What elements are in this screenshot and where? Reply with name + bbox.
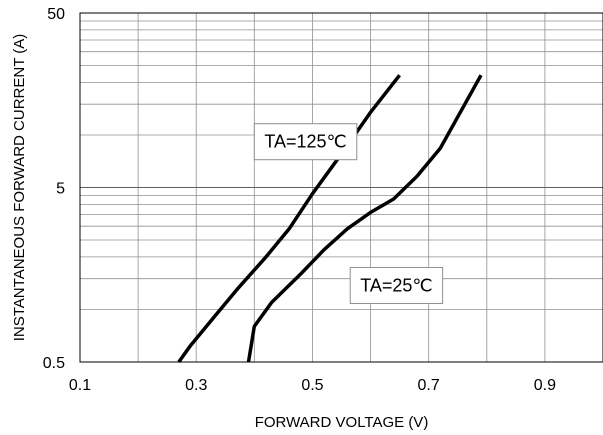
- y-tick-label: 0.5: [43, 355, 65, 372]
- x-tick-label: 0.1: [69, 377, 91, 394]
- x-tick-labels: 0.1 0.3 0.5 0.7 0.9: [69, 377, 556, 394]
- y-tick-labels: 0.5 5 50: [43, 6, 65, 372]
- annotation-label: TA=125℃: [253, 123, 358, 161]
- annotation-text: TA=25℃: [360, 275, 432, 295]
- x-axis-label: FORWARD VOLTAGE (V): [255, 414, 429, 431]
- x-tick-label: 0.7: [418, 377, 440, 394]
- data-series: [177, 74, 483, 364]
- y-axis-label: INSTANTANEOUS FORWARD CURRENT (A): [11, 34, 28, 342]
- annotation-box: [349, 266, 444, 304]
- y-tick-label: 5: [56, 181, 65, 198]
- plot-frame: [79, 12, 603, 363]
- series-line: [246, 74, 483, 363]
- annotation-text: TA=125℃: [264, 132, 346, 152]
- x-tick-label: 0.5: [301, 377, 323, 394]
- y-tick-label: 50: [47, 6, 65, 23]
- x-tick-label: 0.9: [534, 377, 556, 394]
- annotation-box: [253, 123, 358, 161]
- annotations: TA=125℃ TA=25℃: [253, 123, 444, 304]
- grid-lines: [80, 13, 603, 362]
- x-tick-label: 0.3: [185, 377, 207, 394]
- annotation-label: TA=25℃: [349, 266, 444, 304]
- series-line: [177, 74, 401, 364]
